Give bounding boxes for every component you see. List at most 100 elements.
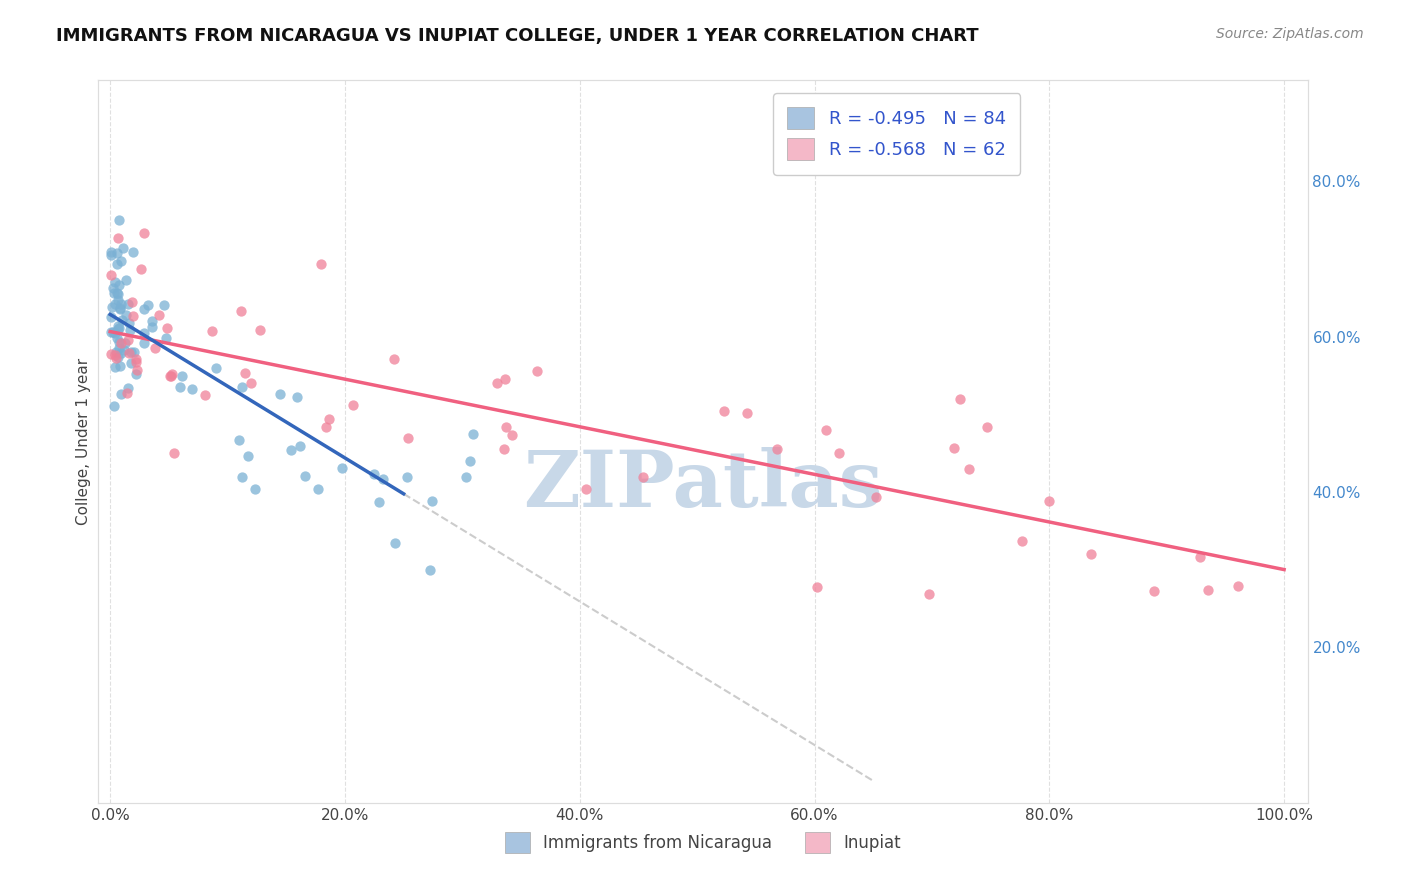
Point xyxy=(122,244,145,259)
Point xyxy=(1227,579,1250,593)
Point xyxy=(107,322,129,336)
Point xyxy=(918,587,941,601)
Point xyxy=(384,536,406,550)
Point xyxy=(806,580,828,594)
Point xyxy=(575,483,598,497)
Point xyxy=(309,257,332,271)
Point xyxy=(419,563,441,577)
Point xyxy=(249,323,271,337)
Point xyxy=(125,367,148,381)
Point xyxy=(492,442,515,456)
Point xyxy=(103,285,125,300)
Point xyxy=(526,364,548,378)
Point xyxy=(121,295,143,310)
Point xyxy=(105,345,128,359)
Point xyxy=(132,302,155,317)
Point xyxy=(143,341,166,355)
Point xyxy=(105,331,128,345)
Point xyxy=(485,376,508,390)
Point xyxy=(136,298,159,312)
Point xyxy=(108,301,131,315)
Point xyxy=(141,314,163,328)
Point xyxy=(121,356,143,370)
Point xyxy=(120,345,142,359)
Point xyxy=(865,490,887,504)
Point xyxy=(458,454,481,468)
Point xyxy=(200,324,222,338)
Point xyxy=(494,372,516,386)
Point xyxy=(456,470,478,484)
Point xyxy=(107,213,129,227)
Point xyxy=(169,380,191,394)
Point xyxy=(395,470,418,484)
Point xyxy=(125,355,148,369)
Point xyxy=(294,469,316,483)
Point xyxy=(194,388,217,402)
Point xyxy=(949,392,972,406)
Point xyxy=(159,368,181,383)
Point xyxy=(111,313,134,327)
Text: ZIPatlas: ZIPatlas xyxy=(523,447,883,523)
Point xyxy=(330,461,353,475)
Point xyxy=(115,273,138,287)
Point xyxy=(105,246,128,260)
Point xyxy=(373,472,395,486)
Point xyxy=(280,443,302,458)
Point xyxy=(103,399,125,413)
Point xyxy=(307,483,329,497)
Point xyxy=(828,446,851,460)
Point xyxy=(148,308,170,322)
Point xyxy=(108,334,131,349)
Point xyxy=(236,450,259,464)
Point xyxy=(107,318,129,333)
Point xyxy=(342,399,364,413)
Point xyxy=(959,461,981,475)
Point xyxy=(1080,547,1102,561)
Point xyxy=(159,369,181,384)
Point xyxy=(117,297,139,311)
Point xyxy=(103,275,125,289)
Text: IMMIGRANTS FROM NICARAGUA VS INUPIAT COLLEGE, UNDER 1 YEAR CORRELATION CHART: IMMIGRANTS FROM NICARAGUA VS INUPIAT COL… xyxy=(56,27,979,45)
Point xyxy=(205,360,228,375)
Point xyxy=(108,341,131,355)
Point xyxy=(100,347,122,361)
Point xyxy=(1011,534,1033,549)
Point xyxy=(501,427,523,442)
Point xyxy=(114,335,136,350)
Point xyxy=(104,359,127,374)
Point xyxy=(229,303,252,318)
Point xyxy=(118,316,141,330)
Point xyxy=(233,366,256,380)
Point xyxy=(153,298,176,312)
Point xyxy=(108,301,131,316)
Point xyxy=(118,323,141,337)
Point xyxy=(240,376,263,391)
Text: Source: ZipAtlas.com: Source: ZipAtlas.com xyxy=(1216,27,1364,41)
Point xyxy=(114,309,136,323)
Point xyxy=(285,390,308,404)
Point xyxy=(108,278,131,293)
Point xyxy=(100,325,122,339)
Point xyxy=(318,412,340,426)
Point xyxy=(103,325,125,339)
Point xyxy=(110,253,132,268)
Point xyxy=(132,335,155,350)
Point xyxy=(110,387,132,401)
Point xyxy=(115,386,138,401)
Point xyxy=(118,345,141,359)
Point xyxy=(231,380,253,394)
Point xyxy=(231,469,253,483)
Point xyxy=(495,420,517,434)
Point xyxy=(121,309,143,323)
Point xyxy=(132,326,155,340)
Point xyxy=(107,293,129,307)
Point xyxy=(170,368,193,383)
Point xyxy=(735,406,758,420)
Point xyxy=(269,386,291,401)
Point xyxy=(110,346,132,360)
Point xyxy=(228,433,250,447)
Point xyxy=(107,350,129,364)
Point xyxy=(112,343,135,357)
Point xyxy=(107,286,129,301)
Point xyxy=(125,352,148,367)
